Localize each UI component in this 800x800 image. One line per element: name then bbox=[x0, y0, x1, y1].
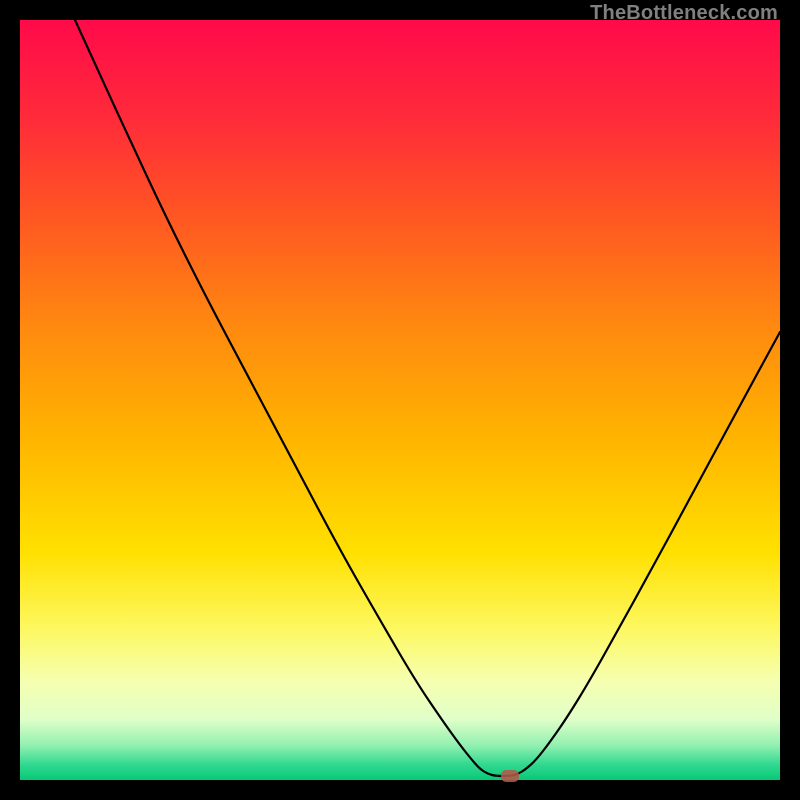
bottleneck-curve bbox=[75, 20, 780, 776]
curve-layer bbox=[20, 20, 780, 780]
optimum-marker bbox=[501, 770, 519, 782]
watermark-text: TheBottleneck.com bbox=[590, 2, 778, 25]
chart-frame: TheBottleneck.com bbox=[0, 0, 800, 800]
plot-area bbox=[20, 20, 780, 780]
